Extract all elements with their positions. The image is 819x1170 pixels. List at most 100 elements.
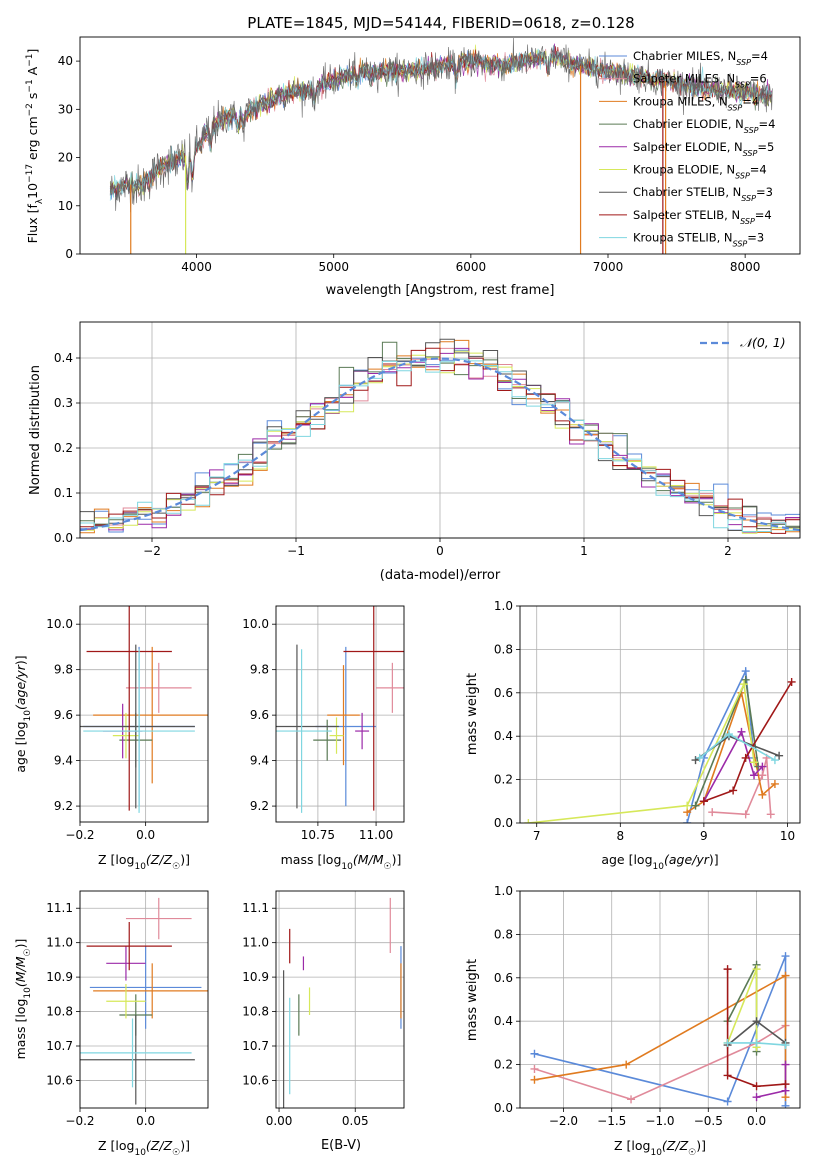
axes-frame <box>79 36 801 255</box>
legend-label-name: Kroupa STELIB, N <box>633 231 733 245</box>
label-part: (M/M <box>353 852 384 867</box>
y-tick-label: 0.2 <box>494 1058 513 1072</box>
x-tick-label: 0 <box>436 544 444 558</box>
y-tick-label: 10.6 <box>46 1073 73 1087</box>
label-part: (Z/Z <box>146 1138 173 1153</box>
error-bar-point <box>106 984 146 1019</box>
x-tick-label: 5000 <box>318 260 349 274</box>
legend-label: Kroupa STELIB, NSSP=3 <box>633 231 764 249</box>
x-tick-label: −1.5 <box>597 1114 626 1128</box>
plot-area <box>283 897 402 1108</box>
figure-title: PLATE=1845, MJD=54144, FIBERID=0618, z=0… <box>247 14 634 32</box>
error-bar-point <box>343 606 404 811</box>
series-marker <box>627 1095 636 1104</box>
error-bar-point <box>93 963 208 1019</box>
error-bar-point <box>106 946 146 981</box>
x-tick-label: 11.00 <box>359 828 393 842</box>
error-bar-point <box>93 646 208 784</box>
label-part: ] <box>25 49 40 54</box>
label-part: −2 <box>25 103 35 116</box>
error-bar-point <box>80 644 195 809</box>
data-spectrum <box>109 37 773 213</box>
series-marker <box>741 667 750 676</box>
x-tick-label: −1 <box>287 544 305 558</box>
y-tick-label: 11.1 <box>242 901 269 915</box>
y-tick-label: 0.0 <box>494 1101 513 1115</box>
x-tick-label: 6000 <box>456 260 487 274</box>
label-part: λ <box>35 198 45 204</box>
legend-label-sub: SSP <box>736 58 751 67</box>
series-marker <box>752 1017 761 1026</box>
error-bar-point <box>80 1018 192 1088</box>
error-bar-point <box>86 922 172 971</box>
legend-label-tail: =4 <box>759 117 776 131</box>
y-tick-label: 0.6 <box>494 971 513 985</box>
x-tick-label: 0.00 <box>266 1114 293 1128</box>
legend-label: Salpeter ELODIE, NSSP=5 <box>633 140 774 158</box>
label-part: )] <box>392 852 402 867</box>
y-tick-label: 0.2 <box>54 441 73 455</box>
y-axis-label: mass weight <box>465 959 480 1041</box>
legend-label-name: Salpeter MILES, N <box>633 72 735 86</box>
label-part: mass [log <box>13 999 28 1060</box>
series-line <box>726 968 758 1048</box>
x-tick-label: 8 <box>616 829 624 843</box>
y-tick-label: 10.8 <box>242 1005 269 1019</box>
legend-label: Chabrier STELIB, NSSP=3 <box>633 185 773 203</box>
series-marker <box>752 1038 761 1047</box>
x-tick-label: 9 <box>700 829 708 843</box>
legend-label-name: Chabrier MILES, N <box>633 49 736 63</box>
series-line <box>726 969 786 1088</box>
legend-label-sub: SSP <box>728 103 743 112</box>
label-part: ☉ <box>688 1148 696 1158</box>
axes: −2.0 −1.5 −1.0 −0.5 0.0 0.0 0.2 0.4 0.6 0.8 1.0 <box>494 884 801 1128</box>
x-axis-label: Z [log10(Z/Z☉)] <box>98 1138 190 1158</box>
label-part: )] <box>709 852 719 867</box>
label-part: Z [log <box>98 852 134 867</box>
legend-label-name: Salpeter ELODIE, N <box>633 140 743 154</box>
series-marker <box>752 965 761 974</box>
legend-label-sub: SSP <box>735 171 750 180</box>
series-line <box>694 676 759 806</box>
series-marker <box>691 756 700 765</box>
x-tick-label: −0.2 <box>65 1114 94 1128</box>
series-marker <box>781 1060 790 1069</box>
series-marker <box>741 675 750 684</box>
series-marker <box>781 1041 790 1050</box>
error-bar-point <box>80 1015 195 1105</box>
error-bar-point <box>276 644 339 809</box>
legend-label-sub: SSP <box>733 239 748 248</box>
x-tick-label: 2 <box>724 544 732 558</box>
legend-label-tail: =4 <box>751 49 768 63</box>
series-marker <box>530 1064 539 1073</box>
axes: 4000 5000 6000 7000 8000 0 10 20 30 40 <box>58 36 801 274</box>
series-marker <box>683 801 692 810</box>
legend-label: Chabrier MILES, NSSP=4 <box>633 49 768 67</box>
label-part: (Z/Z <box>146 852 173 867</box>
x-tick-label: 0.0 <box>747 1114 766 1128</box>
label-part: Z [log <box>614 1138 650 1153</box>
y-tick-label: 40 <box>58 54 73 68</box>
error-bar-point <box>89 946 202 1029</box>
error-bar-point <box>112 712 140 759</box>
series-marker <box>708 808 717 817</box>
label-part: −1 <box>25 79 35 92</box>
series-marker <box>530 1075 539 1084</box>
x-axis-label: wavelength [Angstrom, rest frame] <box>326 283 555 298</box>
label-part: ☉ <box>384 862 392 872</box>
legend-label-sub: SSP <box>735 80 750 89</box>
x-tick-label: 10 <box>780 829 795 843</box>
label-part: (M/M <box>13 956 28 987</box>
series-marker <box>750 758 759 767</box>
error-bar-point <box>125 662 192 713</box>
axes: −2 −1 0 1 2 0.0 0.1 0.2 0.3 0.4 <box>54 321 801 558</box>
label-part: )] <box>180 852 190 867</box>
y-tick-label: 0.8 <box>494 642 513 656</box>
legend-label-tail: =4 <box>750 163 767 177</box>
label-part: −1 <box>25 54 35 67</box>
series-marker <box>622 1060 631 1069</box>
series-marker <box>758 771 767 780</box>
series-marker <box>741 753 750 762</box>
legend-label-tail: =5 <box>757 140 774 154</box>
